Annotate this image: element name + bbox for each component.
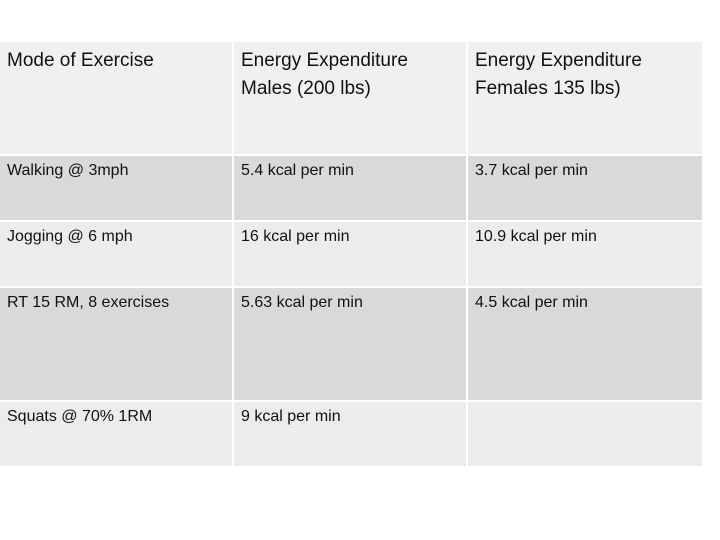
cell-text: 4.5 kcal per min (475, 294, 588, 311)
table-header-row: Mode of Exercise Energy Expenditure Male… (0, 42, 702, 156)
table-cell: 9 kcal per min (233, 401, 468, 468)
table-cell: 3.7 kcal per min (467, 155, 702, 222)
cell-text: 5.4 kcal per min (241, 162, 354, 179)
table-cell: Walking @ 3mph (0, 155, 234, 222)
cell-text: Jogging @ 6 mph (7, 228, 133, 245)
cell-text: 9 kcal per min (241, 408, 341, 425)
table-row: RT 15 RM, 8 exercises 5.63 kcal per min … (0, 287, 702, 402)
cell-text: Squats @ 70% 1RM (7, 408, 153, 425)
cell-text: RT 15 RM, 8 exercises (7, 294, 170, 311)
header-line: Energy Expenditure (475, 50, 642, 71)
header-males-energy: Energy Expenditure Males (200 lbs) (233, 42, 468, 156)
energy-expenditure-table: Mode of Exercise Energy Expenditure Male… (0, 42, 702, 468)
table-cell: 4.5 kcal per min (467, 287, 702, 402)
header-line: Mode of Exercise (7, 50, 154, 71)
header-line: Energy Expenditure (241, 50, 408, 71)
table-cell (467, 401, 702, 468)
cell-text: 10.9 kcal per min (475, 228, 597, 245)
table-cell: Jogging @ 6 mph (0, 221, 234, 288)
cell-text: 16 kcal per min (241, 228, 350, 245)
table-cell: 5.63 kcal per min (233, 287, 468, 402)
header-line: Males (200 lbs) (241, 78, 371, 99)
table-cell: RT 15 RM, 8 exercises (0, 287, 234, 402)
table-cell: 16 kcal per min (233, 221, 468, 288)
cell-text: Walking @ 3mph (7, 162, 129, 179)
header-mode-of-exercise: Mode of Exercise (0, 42, 234, 156)
cell-text: 5.63 kcal per min (241, 294, 363, 311)
table-cell: 10.9 kcal per min (467, 221, 702, 288)
table-row: Squats @ 70% 1RM 9 kcal per min (0, 401, 702, 468)
table-cell: Squats @ 70% 1RM (0, 401, 234, 468)
cell-text (468, 402, 702, 407)
header-line: Females 135 lbs) (475, 78, 621, 99)
table-row: Walking @ 3mph 5.4 kcal per min 3.7 kcal… (0, 155, 702, 222)
table-row: Jogging @ 6 mph 16 kcal per min 10.9 kca… (0, 221, 702, 288)
cell-text: 3.7 kcal per min (475, 162, 588, 179)
header-females-energy: Energy Expenditure Females 135 lbs) (467, 42, 702, 156)
table-cell: 5.4 kcal per min (233, 155, 468, 222)
